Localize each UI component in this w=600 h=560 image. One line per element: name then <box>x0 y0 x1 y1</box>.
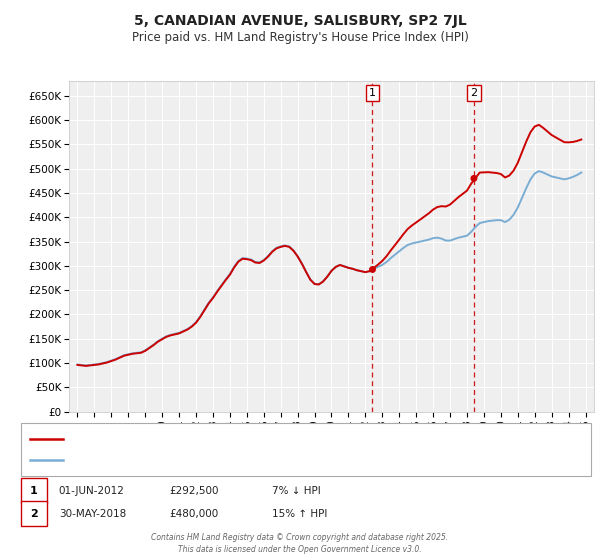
Text: 5, CANADIAN AVENUE, SALISBURY, SP2 7JL (detached house): 5, CANADIAN AVENUE, SALISBURY, SP2 7JL (… <box>69 434 367 444</box>
Text: 7% ↓ HPI: 7% ↓ HPI <box>272 486 320 496</box>
Text: 30-MAY-2018: 30-MAY-2018 <box>59 508 126 519</box>
Text: HPI: Average price, detached house, Wiltshire: HPI: Average price, detached house, Wilt… <box>69 455 293 465</box>
Point <box>469 174 479 183</box>
Text: £480,000: £480,000 <box>170 508 219 519</box>
Text: 2: 2 <box>470 88 478 98</box>
Text: Contains HM Land Registry data © Crown copyright and database right 2025.
This d: Contains HM Land Registry data © Crown c… <box>151 533 449 554</box>
Text: 5, CANADIAN AVENUE, SALISBURY, SP2 7JL: 5, CANADIAN AVENUE, SALISBURY, SP2 7JL <box>134 14 466 28</box>
Point <box>368 265 377 274</box>
Text: 1: 1 <box>369 88 376 98</box>
Text: 15% ↑ HPI: 15% ↑ HPI <box>272 508 327 519</box>
Text: 01-JUN-2012: 01-JUN-2012 <box>59 486 125 496</box>
Text: 1: 1 <box>30 486 38 496</box>
Text: Price paid vs. HM Land Registry's House Price Index (HPI): Price paid vs. HM Land Registry's House … <box>131 31 469 44</box>
Text: 2: 2 <box>30 508 38 519</box>
Text: £292,500: £292,500 <box>170 486 220 496</box>
